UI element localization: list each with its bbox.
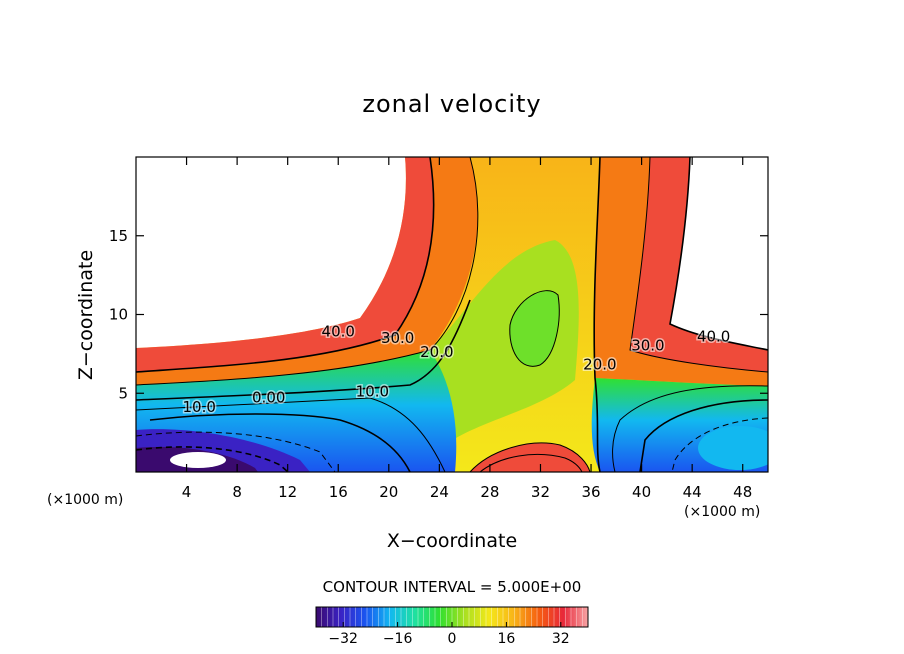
contour-label-halo: 20.0 bbox=[420, 343, 453, 361]
y-tick-label: 5 bbox=[118, 384, 128, 402]
contour-label: 30.0 bbox=[381, 329, 414, 347]
contour-lines bbox=[136, 157, 768, 472]
contour-line bbox=[136, 431, 336, 472]
x-tick-label: 36 bbox=[581, 483, 600, 501]
x-axis-ticks: 4 8 12 16 20 24 28 32 36 40 44 48 bbox=[182, 157, 752, 501]
colorbar-stripes bbox=[321, 607, 583, 627]
contour-label: 20.0 bbox=[420, 343, 453, 361]
region-center-core bbox=[509, 290, 560, 367]
contour-line bbox=[509, 290, 560, 367]
colorbar-tick-label: 16 bbox=[497, 631, 515, 647]
y-tick-label: 15 bbox=[109, 227, 128, 245]
x-tick-label: 16 bbox=[329, 483, 348, 501]
region-upper-left-orange bbox=[136, 157, 478, 385]
contour-label: 10.0 bbox=[182, 398, 215, 416]
contour-line bbox=[136, 157, 435, 373]
contour-label: 40.0 bbox=[697, 327, 730, 345]
x-tick-label: 32 bbox=[531, 483, 550, 501]
contour-label: 40.0 bbox=[322, 323, 355, 341]
contour-line bbox=[479, 453, 583, 472]
region-bottom-right-cyan bbox=[698, 426, 768, 470]
contour-label: 10.0 bbox=[356, 382, 389, 400]
contour-label-halo: 20.0 bbox=[583, 356, 616, 374]
contour-line bbox=[136, 157, 479, 386]
x-tick-label: 20 bbox=[379, 483, 398, 501]
contour-line bbox=[593, 157, 601, 472]
contour-label-halo: 10.0 bbox=[356, 382, 389, 400]
x-tick-label: 44 bbox=[683, 483, 702, 501]
x-tick-label: 40 bbox=[632, 483, 651, 501]
x-unit-left: (×1000 m) bbox=[47, 492, 123, 508]
contour-labels: 40.040.0 30.030.020.020.010.010.00.000.00… bbox=[181, 321, 732, 418]
contour-label-halo: 0.00 bbox=[252, 389, 285, 407]
contour-label-halo: 10.0 bbox=[182, 398, 215, 416]
x-tick-label: 24 bbox=[430, 483, 449, 501]
contour-line bbox=[136, 299, 471, 401]
region-bottom-center-red bbox=[470, 443, 590, 472]
contour-line bbox=[671, 417, 768, 472]
region-upper-right-white bbox=[670, 157, 768, 350]
contour-line bbox=[639, 399, 768, 472]
region-upper-right-orange bbox=[594, 157, 768, 386]
colorbar-tick-label: 0 bbox=[448, 631, 457, 647]
contour-label-halo: 30.0 bbox=[381, 329, 414, 347]
contour-line bbox=[612, 385, 768, 472]
contour-label-halo: 40.0 bbox=[697, 327, 730, 345]
x-axis-label: X−coordinate bbox=[387, 530, 517, 552]
colorbar-ticks: −32 −16 0 16 32 bbox=[328, 622, 570, 647]
contour-label-halo: 30.0 bbox=[631, 337, 664, 355]
contour-line bbox=[136, 446, 289, 472]
contour-line bbox=[149, 413, 411, 472]
x-tick-label: 28 bbox=[480, 483, 499, 501]
y-tick-label: 10 bbox=[109, 306, 128, 324]
colorbar: −32 −16 0 16 32 bbox=[315, 606, 589, 647]
x-tick-label: 12 bbox=[278, 483, 297, 501]
contour-label-halo: 40.0 bbox=[322, 323, 355, 341]
chart-title: zonal velocity bbox=[362, 90, 541, 118]
region-upper-left-red bbox=[136, 157, 434, 372]
colorbar-tick-label: 32 bbox=[552, 631, 570, 647]
contour-line bbox=[629, 157, 768, 373]
contour-label: 0.00 bbox=[252, 389, 285, 407]
y-axis-ticks: 5 10 15 bbox=[109, 227, 768, 402]
region-upper-left-white bbox=[136, 157, 406, 348]
x-tick-label: 4 bbox=[182, 483, 192, 501]
contour-label: 30.0 bbox=[631, 337, 664, 355]
x-tick-label: 48 bbox=[733, 483, 752, 501]
contour-line bbox=[669, 157, 768, 351]
contour-line bbox=[136, 397, 446, 472]
plot-field bbox=[136, 157, 768, 472]
contour-line bbox=[469, 442, 591, 472]
x-unit-right: (×1000 m) bbox=[684, 504, 760, 520]
colorbar-tick-label: −32 bbox=[328, 631, 358, 647]
region-bottom-left-white bbox=[170, 452, 226, 468]
contour-label: 20.0 bbox=[583, 356, 616, 374]
contour-interval-text: CONTOUR INTERVAL = 5.000E+00 bbox=[323, 578, 582, 596]
region-upper-right-red bbox=[630, 157, 768, 372]
y-axis-label: Z−coordinate bbox=[75, 250, 97, 380]
x-tick-label: 8 bbox=[232, 483, 242, 501]
colorbar-tick-label: −16 bbox=[383, 631, 413, 647]
